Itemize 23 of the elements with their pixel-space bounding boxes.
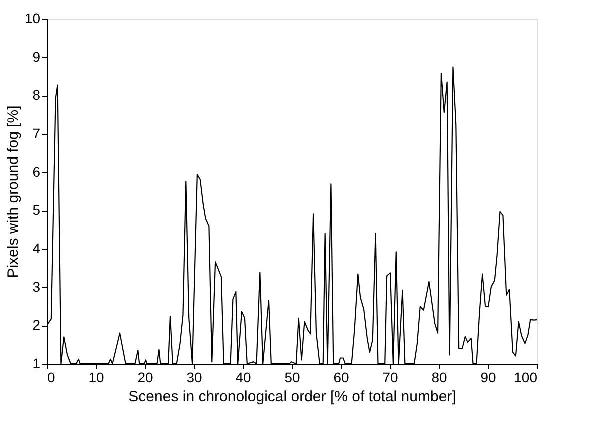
x-tick-label: 20 bbox=[138, 370, 154, 386]
y-tick-label: 9 bbox=[32, 48, 41, 65]
y-axis-title: Pixels with ground fog [%] bbox=[4, 106, 22, 278]
y-tick-label: 3 bbox=[32, 278, 41, 295]
x-tick-label: 70 bbox=[382, 370, 398, 386]
x-tick-label: 60 bbox=[334, 370, 350, 386]
y-tick-label: 4 bbox=[32, 240, 41, 256]
y-tick-label: 8 bbox=[32, 87, 41, 104]
x-axis-title: Scenes in chronological order [% of total number] bbox=[128, 388, 456, 406]
x-tick-label: 90 bbox=[480, 370, 496, 386]
x-tick-label: 30 bbox=[186, 370, 202, 386]
y-tick-label: 5 bbox=[32, 202, 41, 218]
y-tick-label: 6 bbox=[32, 164, 41, 180]
y-tick-label: 1 bbox=[32, 356, 41, 372]
x-tick-label: 100 bbox=[514, 370, 538, 386]
x-tick-label: 40 bbox=[236, 370, 252, 386]
x-tick-label: 10 bbox=[88, 370, 104, 386]
x-tick-label: 50 bbox=[284, 370, 300, 386]
y-tick-label: 2 bbox=[32, 317, 41, 334]
y-tick-label: 10 bbox=[24, 10, 41, 26]
y-tick-label: 7 bbox=[32, 126, 41, 142]
x-tick-label: 80 bbox=[432, 370, 448, 386]
x-tick-label: 0 bbox=[48, 370, 56, 386]
